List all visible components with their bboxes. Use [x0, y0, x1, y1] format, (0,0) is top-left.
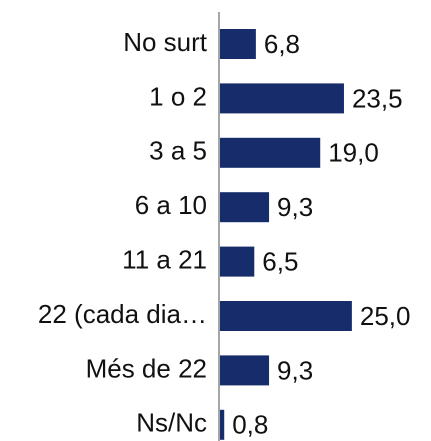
- bar: [220, 29, 256, 59]
- category-label: 22 (cada dia…: [38, 299, 207, 329]
- bar: [220, 246, 255, 277]
- category-label: 1 o 2: [149, 81, 207, 111]
- value-label: 9,3: [277, 355, 313, 385]
- bar: [220, 83, 344, 114]
- category-label: 11 a 21: [122, 244, 207, 274]
- category-label: No surt: [123, 27, 208, 57]
- value-label: 0,8: [232, 410, 268, 440]
- value-label: 19,0: [328, 138, 379, 168]
- category-label: 3 a 5: [149, 136, 207, 166]
- value-label: 23,5: [352, 83, 403, 113]
- value-label: 6,5: [262, 246, 298, 276]
- bar: [220, 409, 225, 440]
- category-label: Més de 22: [86, 353, 207, 383]
- value-label: 6,8: [264, 29, 300, 59]
- bar: [220, 192, 270, 223]
- value-label: 25,0: [360, 301, 411, 331]
- category-label: 6 a 10: [135, 190, 207, 220]
- bar: [220, 137, 321, 168]
- bar: [220, 355, 270, 386]
- value-label: 9,3: [277, 192, 313, 222]
- category-label: Ns/Nc: [136, 408, 207, 438]
- bar: [220, 301, 352, 331]
